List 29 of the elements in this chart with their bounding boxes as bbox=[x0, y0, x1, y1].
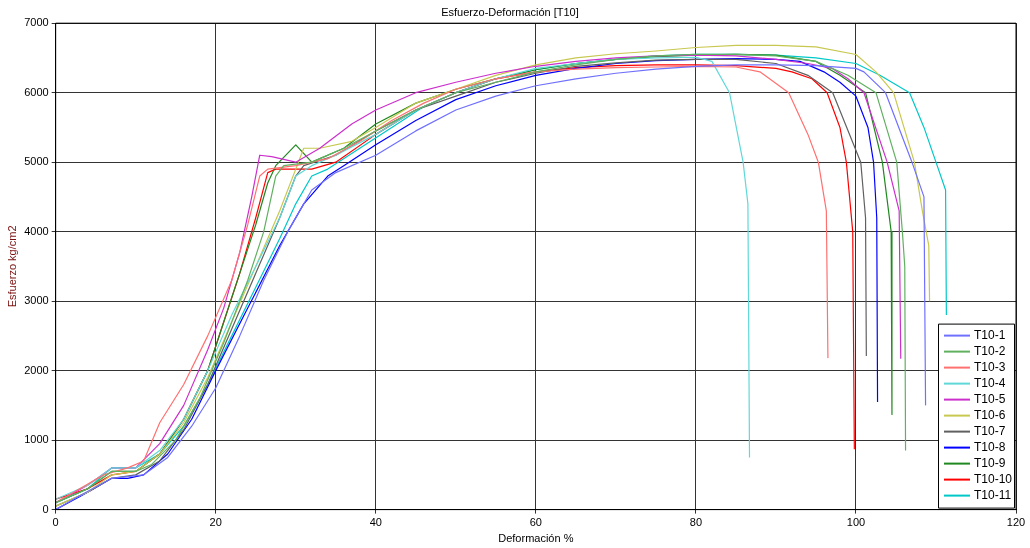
legend-label: T10-7 bbox=[974, 423, 1006, 438]
x-tick-label: 40 bbox=[369, 516, 382, 529]
x-tick-label: 120 bbox=[1006, 516, 1026, 529]
x-tick-label: 0 bbox=[52, 516, 59, 529]
y-tick-label: 4000 bbox=[24, 224, 49, 237]
y-tick-label: 2000 bbox=[24, 363, 49, 376]
legend-label: T10-8 bbox=[974, 439, 1006, 454]
y-tick-label: 3000 bbox=[24, 294, 49, 307]
legend-label: T10-9 bbox=[974, 455, 1006, 470]
y-tick-label: 1000 bbox=[24, 433, 49, 446]
x-tick-label: 20 bbox=[209, 516, 222, 529]
legend-label: T10-11 bbox=[974, 487, 1012, 502]
chart-title: Esfuerzo-Deformación [T10] bbox=[441, 5, 579, 18]
y-tick-label: 6000 bbox=[24, 85, 49, 98]
legend-label: T10-5 bbox=[974, 391, 1006, 406]
x-tick-label: 80 bbox=[689, 516, 703, 529]
legend-label: T10-3 bbox=[974, 359, 1006, 374]
y-tick-label: 0 bbox=[42, 502, 49, 515]
legend-label: T10-6 bbox=[974, 407, 1006, 422]
legend-label: T10-2 bbox=[974, 343, 1006, 358]
legend-label: T10-1 bbox=[974, 327, 1006, 342]
legend-label: T10-4 bbox=[974, 375, 1006, 390]
y-axis-title: Esfuerzo kg/cm2 bbox=[5, 225, 18, 308]
y-tick-label: 5000 bbox=[24, 155, 49, 168]
y-tick-label: 7000 bbox=[24, 16, 49, 29]
x-tick-label: 60 bbox=[529, 516, 542, 529]
x-tick-label: 100 bbox=[846, 516, 866, 529]
x-axis-title: Deformación % bbox=[498, 532, 574, 545]
legend-label: T10-10 bbox=[974, 471, 1013, 486]
